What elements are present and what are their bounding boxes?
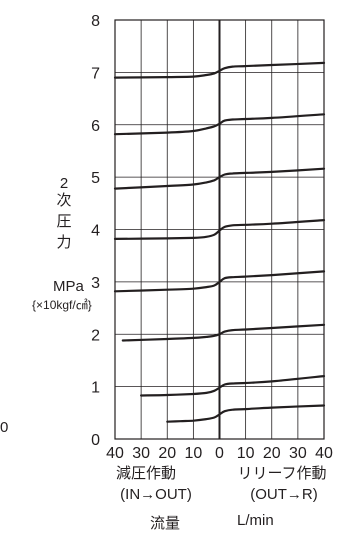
y-axis-title-char: 2 <box>59 175 69 192</box>
y-tick-label: 4 <box>91 223 100 240</box>
y-axis-title-char: 圧 <box>56 213 72 230</box>
y-tick-label: 6 <box>91 118 100 135</box>
x-tick-label: 10 <box>184 445 202 462</box>
y-tick-label: 8 <box>91 13 100 30</box>
y-tick-label: 1 <box>91 380 100 397</box>
x-tick-label: 30 <box>289 445 307 462</box>
y-tick-label: 3 <box>91 275 100 292</box>
x-tick-label: 30 <box>132 445 150 462</box>
x-tick-label: 40 <box>315 445 333 462</box>
series-line <box>166 404 326 423</box>
y-tick-label: 2 <box>91 327 100 344</box>
y-axis-title-char: 力 <box>56 234 72 251</box>
series-line <box>140 375 326 397</box>
y-tick-label: 0 <box>91 432 100 449</box>
series-line <box>113 270 326 293</box>
y-axis-unit-sub: {×10kgf/㎠} <box>32 298 92 312</box>
y-tick-label: 7 <box>91 65 100 82</box>
series-line <box>113 113 326 136</box>
x-tick-label: 40 <box>106 445 124 462</box>
x-tick-label: 10 <box>237 445 255 462</box>
cutoff-text: 0 <box>0 419 9 436</box>
x-axis-label: 流量 <box>150 515 181 532</box>
series-line <box>113 219 326 240</box>
series-line <box>121 323 326 342</box>
x-tick-label: 20 <box>158 445 176 462</box>
y-axis-title-char: 次 <box>56 192 72 209</box>
y-tick-label: 5 <box>91 170 100 187</box>
x-left-sub: (IN→OUT) <box>120 486 192 503</box>
x-tick-label: 0 <box>215 445 224 462</box>
x-tick-label: 20 <box>263 445 281 462</box>
x-right-caption: リリーフ作動 <box>237 465 327 482</box>
x-right-sub: (OUT→R) <box>250 486 318 503</box>
series-line <box>113 167 326 190</box>
x-axis-unit: L/min <box>237 512 274 529</box>
y-axis-unit: MPa <box>53 278 84 295</box>
series-line <box>113 61 326 79</box>
x-left-caption: 減圧作動 <box>115 465 176 482</box>
